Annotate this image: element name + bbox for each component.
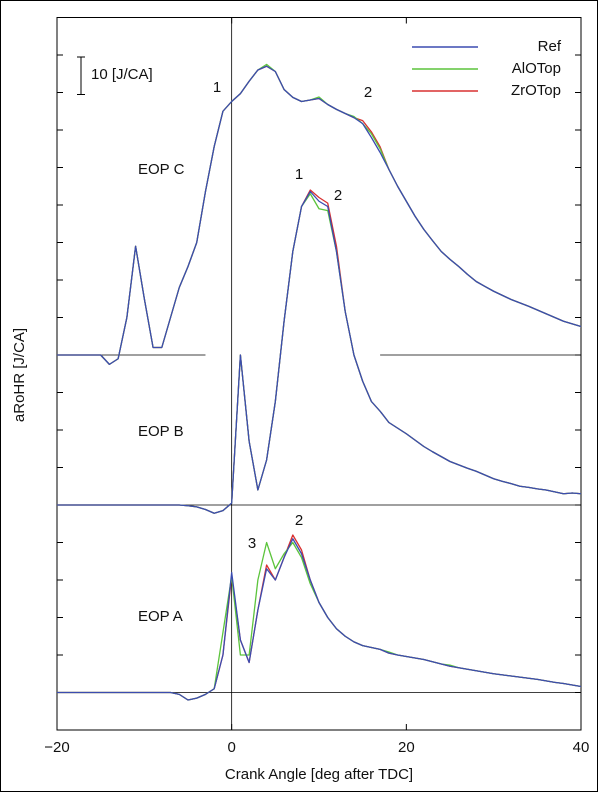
plot-box	[56, 17, 582, 731]
annotation: 3	[248, 535, 256, 552]
legend-label: ZrOTop	[511, 82, 561, 99]
annotation: 2	[364, 84, 372, 101]
x-tick-label: 20	[398, 739, 415, 756]
x-axis-label: Crank Angle [deg after TDC]	[225, 766, 413, 783]
annotation: 1	[295, 166, 303, 183]
annotation: 1	[213, 79, 221, 96]
annotation: EOP B	[138, 423, 184, 440]
series-line	[57, 65, 582, 701]
annotation: EOP C	[138, 161, 185, 178]
x-tick-label: 0	[227, 739, 235, 756]
annotation: EOP A	[138, 608, 183, 625]
y-axis-label: aRoHR [J/CA]	[11, 328, 28, 422]
annotation: 2	[334, 187, 342, 204]
scale-label: 10 [J/CA]	[91, 66, 153, 83]
x-tick-label: −20	[44, 739, 69, 756]
legend-label: AlOTop	[512, 60, 561, 77]
legend-label: Ref	[538, 38, 562, 55]
x-tick-label: 40	[573, 739, 590, 756]
annotation: 2	[295, 512, 303, 529]
